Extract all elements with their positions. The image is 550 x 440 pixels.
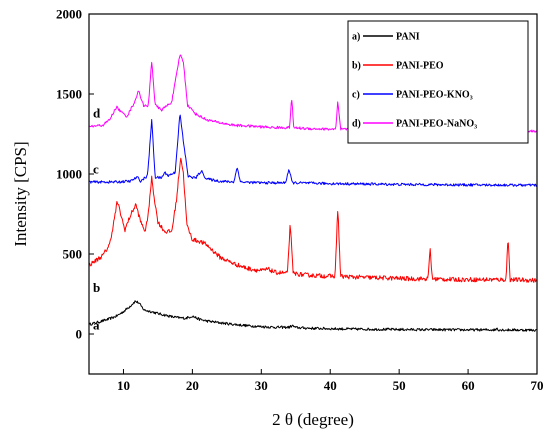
y-tick-label: 0: [76, 327, 83, 342]
legend: a) PANI b) PANI-PEO c) PANI-PEO-KNO₃ d) PANI-PE…: [347, 20, 529, 144]
y-axis-title: Intensity [CPS]: [11, 141, 30, 246]
x-tick-label: 40: [324, 378, 337, 393]
legend-entry: PANI-PEO-NaNO₃: [396, 119, 477, 130]
y-tick-label: 1000: [56, 167, 82, 182]
x-axis-ticks: 10 20 30 40 50 60 70: [117, 369, 544, 393]
y-tick-label: 2000: [56, 7, 82, 22]
curve-labels: a b c d: [93, 106, 101, 333]
y-tick-label: 1500: [56, 87, 82, 102]
plot-frame: [88, 13, 538, 375]
y-axis-ticks: 0 500 1000 1500 2000: [56, 7, 94, 342]
series-line-a: [88, 300, 538, 332]
x-axis-title: 2 θ (degree): [272, 410, 354, 429]
legend-entry: PANI-PEO-KNO₃: [396, 90, 473, 101]
curve-label-b: b: [93, 280, 100, 295]
series-line-b: [88, 157, 538, 283]
series-line-c: [88, 114, 538, 187]
x-tick-label: 20: [186, 378, 199, 393]
curve-label-d: d: [93, 106, 101, 121]
legend-prefix: c): [352, 90, 360, 101]
x-tick-label: 30: [255, 378, 268, 393]
x-tick-label: 60: [462, 378, 475, 393]
x-tick-label: 70: [531, 378, 544, 393]
legend-prefix: a): [352, 32, 360, 43]
legend-prefix: d): [352, 119, 361, 130]
legend-prefix: b): [352, 61, 361, 72]
legend-entry: PANI-PEO: [396, 61, 444, 72]
x-tick-label: 10: [117, 378, 130, 393]
y-tick-label: 500: [63, 247, 83, 262]
curve-label-c: c: [93, 162, 99, 177]
curve-label-a: a: [93, 318, 100, 333]
x-tick-label: 50: [393, 378, 406, 393]
legend-entry: PANI: [396, 32, 420, 43]
